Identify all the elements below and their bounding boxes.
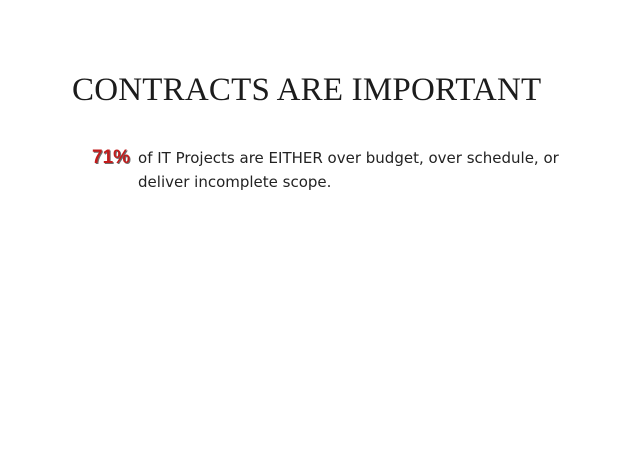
statistic-value: 71%: [92, 147, 131, 168]
statistic-bullet: 71% of IT Projects are EITHER over budge…: [92, 146, 572, 194]
statistic-description: of IT Projects are EITHER over budget, o…: [138, 149, 559, 191]
slide-title: CONTRACTS ARE IMPORTANT: [72, 72, 542, 108]
